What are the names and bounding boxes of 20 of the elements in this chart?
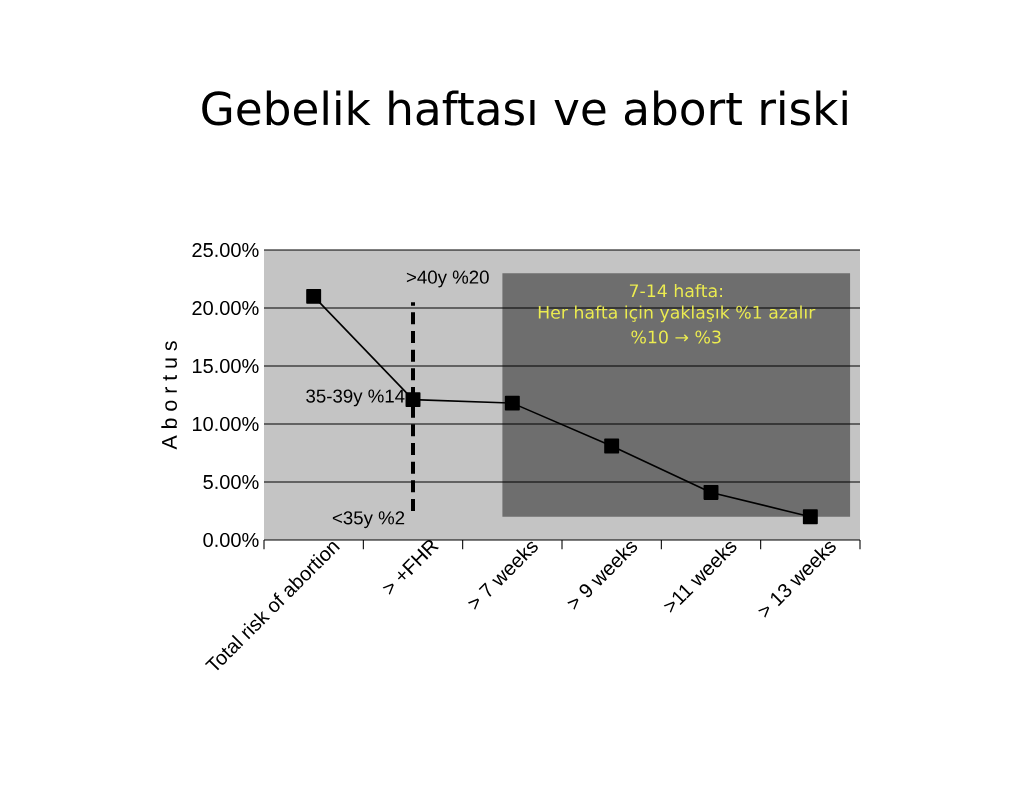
annotation: Her hafta için yaklaşık %1 azalır — [538, 305, 816, 323]
y-tick-label: 15.00% — [192, 358, 259, 374]
y-tick-label: 20.00% — [192, 300, 259, 316]
y-tick-label: 0.00% — [203, 532, 259, 548]
annotation: >40y %20 — [406, 270, 489, 288]
y-tick-label: 10.00% — [192, 416, 259, 432]
point — [504, 395, 520, 411]
y-tick-label: 5.00% — [203, 474, 259, 490]
point — [306, 288, 322, 304]
annotation: <35y %2 — [332, 511, 405, 529]
annotation: 35-39y %14 — [306, 389, 405, 407]
point — [802, 509, 818, 525]
chart-title: Gebelik haftası ve abort riski — [202, 90, 847, 126]
point — [703, 484, 719, 500]
point — [405, 392, 421, 408]
y-axis-title: A b o r t u s — [161, 341, 177, 450]
y-tick-label: 25.00% — [192, 242, 259, 258]
annotation: %10 → %3 — [631, 330, 721, 344]
band-label: 7-14 hafta: — [629, 283, 722, 298]
point — [604, 438, 620, 454]
